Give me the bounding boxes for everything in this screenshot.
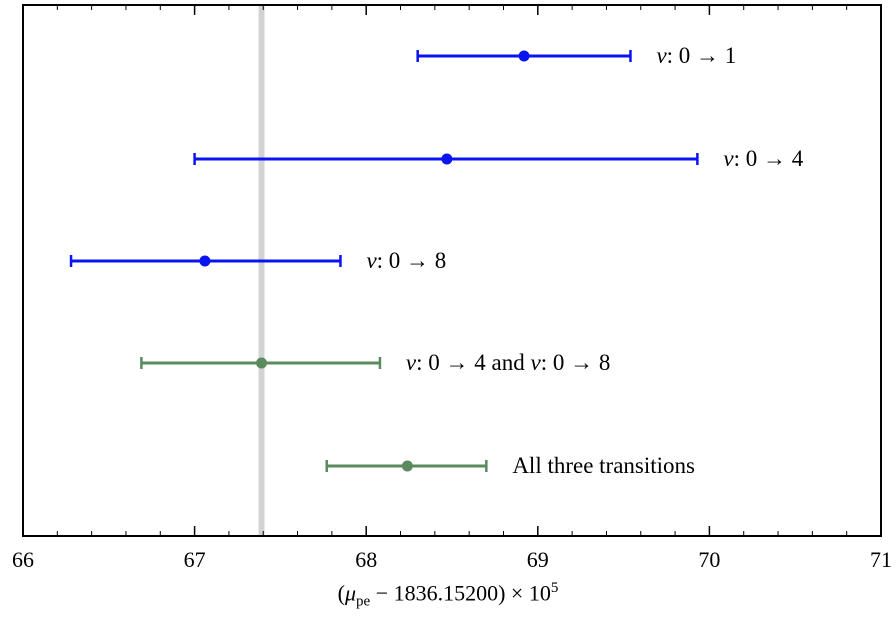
- series-label: v: 0 → 8: [366, 248, 446, 273]
- series-label-v: v: [406, 350, 417, 375]
- series-2: v: 0 → 4: [193, 146, 804, 171]
- data-point: [256, 357, 268, 369]
- x-tick-label: 69: [527, 547, 549, 572]
- x-tick-label: 66: [12, 547, 34, 572]
- x-tick-label: 70: [698, 547, 720, 572]
- series-label-text: : 0 → 1: [667, 43, 737, 68]
- x-axis-label-mu: μ: [344, 580, 357, 606]
- series-label-text: : 0 → 4: [734, 146, 804, 171]
- series-label: v: 0 → 4 and v: 0 → 8: [406, 350, 610, 375]
- series-label: All three transitions: [512, 453, 695, 478]
- series-label-v: v: [366, 248, 377, 273]
- series-label-text: : 0 → 8: [377, 248, 447, 273]
- series-label: v: 0 → 4: [723, 146, 803, 171]
- series-label: v: 0 → 1: [656, 43, 736, 68]
- series-label-v: v: [656, 43, 667, 68]
- series-3: v: 0 → 8: [69, 248, 446, 273]
- series-label-text: All three transitions: [512, 453, 695, 478]
- data-point: [199, 255, 211, 267]
- x-tick-label: 68: [355, 547, 377, 572]
- data-point: [401, 460, 413, 472]
- data-point: [518, 50, 530, 62]
- data-point: [441, 153, 453, 165]
- series-label-text: : 0 → 4 and: [416, 350, 530, 375]
- series-4: v: 0 → 4 and v: 0 → 8: [140, 350, 610, 375]
- series-label-v: v: [531, 350, 542, 375]
- x-tick-label: 71: [870, 547, 892, 572]
- series-label-text: : 0 → 8: [541, 350, 611, 375]
- x-axis-label-sub: pe: [356, 593, 371, 610]
- x-axis-label-pre: (: [337, 580, 345, 606]
- x-axis-label-sup: 5: [550, 580, 559, 596]
- x-axis-label: (μpe − 1836.15200) × 105: [0, 580, 896, 611]
- series-5: All three transitions: [325, 453, 695, 478]
- series-1: v: 0 → 1: [416, 43, 736, 68]
- x-axis-label-rest: − 1836.15200) × 10: [370, 580, 551, 606]
- x-tick-label: 67: [184, 547, 206, 572]
- plot-frame: [22, 4, 882, 537]
- series-label-v: v: [723, 146, 734, 171]
